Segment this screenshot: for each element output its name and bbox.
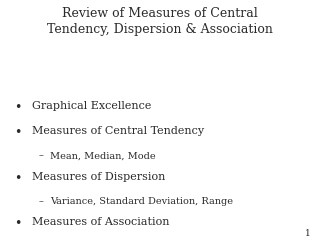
Text: –: – xyxy=(38,151,43,160)
Text: Graphical Excellence: Graphical Excellence xyxy=(32,101,151,111)
Text: Measures of Dispersion: Measures of Dispersion xyxy=(32,172,165,182)
Text: Measures of Association: Measures of Association xyxy=(32,217,170,227)
Text: •: • xyxy=(14,126,22,139)
Text: •: • xyxy=(14,101,22,114)
Text: •: • xyxy=(14,172,22,185)
Text: 1: 1 xyxy=(305,228,310,238)
Text: –: – xyxy=(38,197,43,206)
Text: •: • xyxy=(14,217,22,230)
Text: Variance, Standard Deviation, Range: Variance, Standard Deviation, Range xyxy=(50,197,233,206)
Text: Mean, Median, Mode: Mean, Median, Mode xyxy=(50,151,155,160)
Text: Review of Measures of Central
Tendency, Dispersion & Association: Review of Measures of Central Tendency, … xyxy=(47,7,273,36)
Text: Measures of Central Tendency: Measures of Central Tendency xyxy=(32,126,204,136)
